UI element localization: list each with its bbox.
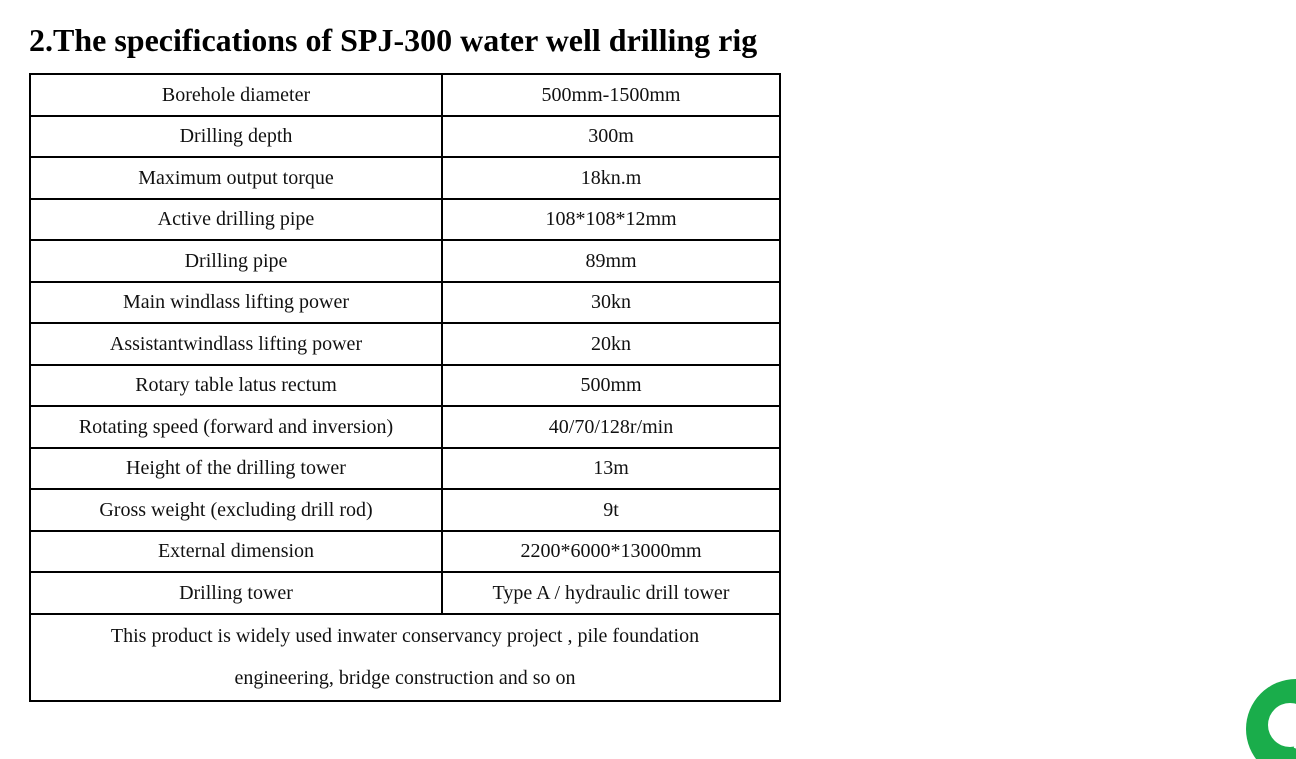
spec-label: Drilling depth	[29, 114, 443, 158]
spec-label: External dimension	[29, 529, 443, 573]
spec-value: 9t	[441, 488, 781, 532]
spec-label: Borehole diameter	[29, 73, 443, 117]
footer-note: This product is widely used inwater cons…	[29, 612, 781, 702]
table-row: Borehole diameter 500mm-1500mm	[29, 73, 781, 117]
specifications-table: Borehole diameter 500mm-1500mm Drilling …	[29, 73, 781, 702]
spec-label: Active drilling pipe	[29, 197, 443, 241]
table-row: Main windlass lifting power 30kn	[29, 280, 781, 324]
spec-label: Main windlass lifting power	[29, 280, 443, 324]
spec-label: Maximum output torque	[29, 156, 443, 200]
table-row: Gross weight (excluding drill rod) 9t	[29, 488, 781, 532]
spec-value: 20kn	[441, 322, 781, 366]
page-title: 2.The specifications of SPJ-300 water we…	[29, 22, 758, 58]
spec-value: 89mm	[441, 239, 781, 283]
spec-label: Drilling tower	[29, 571, 443, 615]
table-row: Active drilling pipe 108*108*12mm	[29, 197, 781, 241]
table-row: Drilling pipe 89mm	[29, 239, 781, 283]
table-footer-row: This product is widely used inwater cons…	[29, 612, 781, 702]
spec-value: Type A / hydraulic drill tower	[441, 571, 781, 615]
table-row: Assistantwindlass lifting power 20kn	[29, 322, 781, 366]
table-row: Drilling depth 300m	[29, 114, 781, 158]
spec-value: 2200*6000*13000mm	[441, 529, 781, 573]
chat-widget-button[interactable]	[1246, 679, 1296, 759]
spec-value: 40/70/128r/min	[441, 405, 781, 449]
spec-value: 500mm-1500mm	[441, 73, 781, 117]
spec-value: 13m	[441, 446, 781, 490]
spec-value: 108*108*12mm	[441, 197, 781, 241]
spec-label: Rotary table latus rectum	[29, 363, 443, 407]
table-row: Maximum output torque 18kn.m	[29, 156, 781, 200]
table-row: External dimension 2200*6000*13000mm	[29, 529, 781, 573]
spec-label: Gross weight (excluding drill rod)	[29, 488, 443, 532]
table-row: Height of the drilling tower 13m	[29, 446, 781, 490]
spec-value: 500mm	[441, 363, 781, 407]
table-row: Drilling tower Type A / hydraulic drill …	[29, 571, 781, 615]
spec-value: 18kn.m	[441, 156, 781, 200]
table-row: Rotating speed (forward and inversion) 4…	[29, 405, 781, 449]
spec-value: 30kn	[441, 280, 781, 324]
spec-value: 300m	[441, 114, 781, 158]
spec-label: Height of the drilling tower	[29, 446, 443, 490]
table-row: Rotary table latus rectum 500mm	[29, 363, 781, 407]
spec-label: Drilling pipe	[29, 239, 443, 283]
spec-label: Rotating speed (forward and inversion)	[29, 405, 443, 449]
spec-label: Assistantwindlass lifting power	[29, 322, 443, 366]
